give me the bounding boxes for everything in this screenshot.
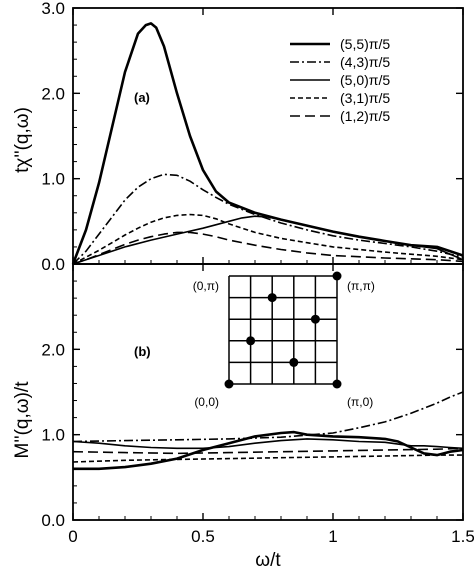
series-line-a-3: [72, 213, 464, 265]
legend: (5,5)π/5 (4,3)π/5 (5,0)π/5 (3,1)π/5 (1,2)π/5: [290, 36, 390, 124]
inset-corner-label: (π,0): [347, 395, 373, 409]
series-line-b-4: [72, 447, 464, 455]
lattice-point: [332, 379, 342, 389]
y-tick-label-a: 1.0: [41, 170, 65, 189]
legend-entry: (5,0)π/5: [340, 72, 390, 88]
lattice-point: [332, 271, 342, 281]
y-axis-labels: tχ''(q,ω) M''(q,ω)/t: [12, 107, 33, 458]
legend-entry: (4,3)π/5: [340, 54, 390, 70]
y-tick-label-b: 0.0: [41, 511, 65, 530]
x-tick-label: 0: [68, 527, 77, 546]
y-axis-label-b: M''(q,ω)/t: [12, 381, 33, 459]
series-line-a-1: [72, 173, 464, 265]
plot-frame-a: [72, 7, 464, 265]
series-line-b-3: [72, 454, 463, 463]
series-line-b-0: [73, 430, 464, 471]
y-tick-label-b: 1.0: [41, 426, 65, 445]
y-tick-label-a: 3.0: [41, 0, 65, 18]
panel-label-b: (b): [134, 344, 151, 359]
lattice-point: [267, 293, 277, 303]
lattice-point: [246, 336, 256, 346]
y-tick-label-a: 0.0: [41, 255, 65, 274]
inset-corner-label: (π,π): [347, 279, 375, 293]
series-line-a-2: [72, 215, 464, 265]
series-line-b-1: [72, 391, 464, 443]
legend-entry: (3,1)π/5: [340, 90, 390, 106]
series-line-a-4: [72, 231, 464, 265]
plot-frame-b: [72, 263, 464, 521]
lattice-point: [310, 314, 320, 324]
panel-a: 0.0 1.0 2.0 3.0: [41, 0, 464, 274]
y-axis-label-a: tχ''(q,ω): [12, 107, 33, 173]
legend-entry: (1,2)π/5: [340, 108, 390, 124]
inset-lattice: (0,π) (π,π) (0,0) (π,0): [193, 271, 375, 409]
inset-corner-label: (0,π): [193, 279, 219, 293]
x-tick-label: 1.5: [451, 527, 474, 546]
lattice-point: [224, 379, 234, 389]
panel-b: 0 0.5 1 1.5 0.0 1.0 2.0: [41, 263, 474, 546]
legend-entry: (5,5)π/5: [340, 36, 390, 52]
x-axis-label: ω/t: [255, 550, 281, 571]
y-tick-label-b: 2.0: [41, 340, 65, 359]
panel-label-a: (a): [134, 90, 150, 105]
x-tick-label: 0.5: [191, 527, 215, 546]
inset-corner-label: (0,0): [194, 395, 219, 409]
series-line-b-2: [72, 438, 464, 450]
series-line-a-0: [71, 22, 464, 265]
x-tick-label: 1: [328, 527, 337, 546]
lattice-point: [289, 357, 299, 367]
y-tick-label-a: 2.0: [41, 84, 65, 103]
